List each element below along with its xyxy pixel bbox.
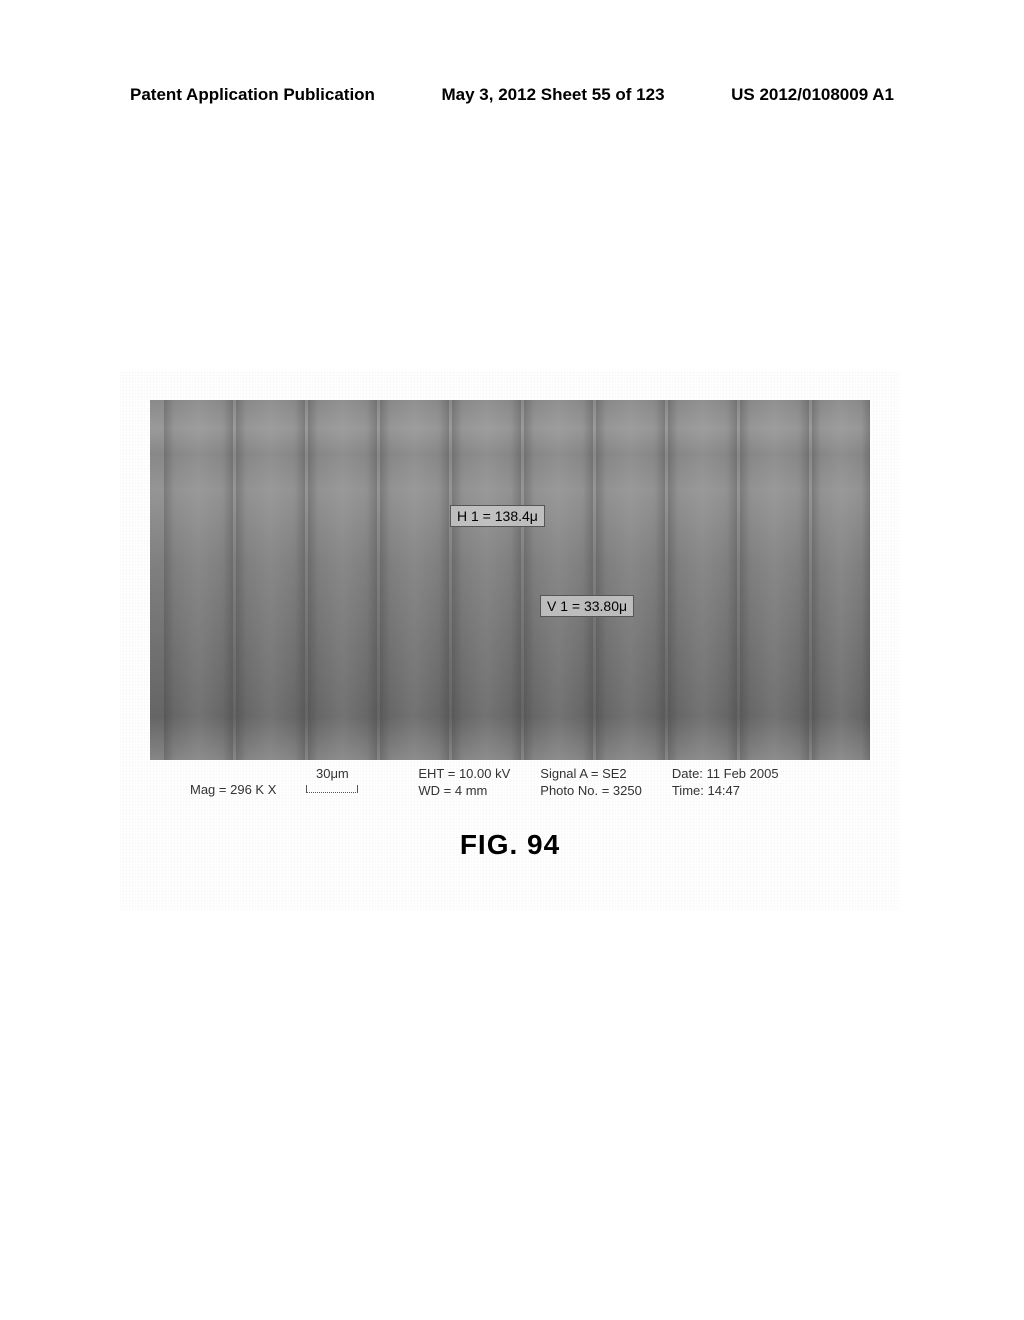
sem-eht: EHT = 10.00 kV	[418, 766, 510, 781]
sem-time: Time: 14:47	[672, 783, 779, 798]
figure-label: FIG. 94	[150, 829, 870, 861]
sem-footer: Mag = 296 K X 30μm EHT = 10.00 kV WD = 4…	[150, 760, 870, 804]
sem-photo: Photo No. = 3250	[540, 783, 642, 798]
sem-signal: Signal A = SE2	[540, 766, 642, 781]
sem-params-right: Date: 11 Feb 2005 Time: 14:47	[672, 766, 779, 798]
header-publication: Patent Application Publication	[130, 85, 375, 105]
scale-bar	[306, 785, 358, 793]
ridge	[164, 400, 232, 760]
sem-micrograph: H 1 = 138.4μ V 1 = 33.80μ	[150, 400, 870, 760]
ridge	[308, 400, 376, 760]
figure-container: H 1 = 138.4μ V 1 = 33.80μ Mag = 296 K X …	[150, 400, 870, 861]
sem-date: Date: 11 Feb 2005	[672, 766, 779, 781]
sem-params-mid: Signal A = SE2 Photo No. = 3250	[540, 766, 642, 798]
magnification-value: Mag = 296 K X	[190, 782, 276, 797]
sem-wd: WD = 4 mm	[418, 783, 510, 798]
measurement-h1: H 1 = 138.4μ	[450, 505, 545, 527]
ridge	[596, 400, 664, 760]
sem-magnification: Mag = 296 K X	[190, 766, 276, 797]
ridge	[668, 400, 736, 760]
header-date-sheet: May 3, 2012 Sheet 55 of 123	[442, 85, 665, 105]
ridge	[236, 400, 304, 760]
sem-scale: 30μm	[306, 766, 358, 793]
ridge	[812, 400, 870, 760]
patent-header: Patent Application Publication May 3, 20…	[0, 85, 1024, 105]
ridge	[740, 400, 808, 760]
ridge	[380, 400, 448, 760]
scale-label: 30μm	[316, 766, 349, 781]
ridge	[524, 400, 592, 760]
ridge	[452, 400, 520, 760]
measurement-v1: V 1 = 33.80μ	[540, 595, 634, 617]
header-patent-number: US 2012/0108009 A1	[731, 85, 894, 105]
sem-params-left: EHT = 10.00 kV WD = 4 mm	[418, 766, 510, 798]
